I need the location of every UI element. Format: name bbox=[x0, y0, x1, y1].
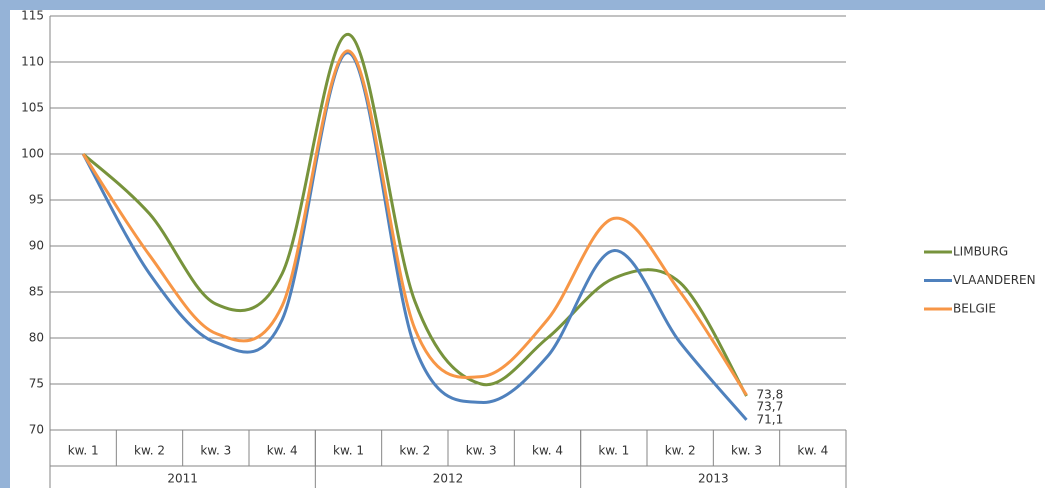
series-line bbox=[81, 51, 748, 421]
y-tick-label: 90 bbox=[29, 239, 44, 253]
legend-label: BELGIE bbox=[953, 302, 996, 316]
x-tick-label: kw. 1 bbox=[598, 444, 629, 458]
y-tick-label: 115 bbox=[21, 9, 44, 23]
y-tick-label: 110 bbox=[21, 55, 44, 69]
x-tick-label: kw. 2 bbox=[399, 444, 430, 458]
series-line bbox=[81, 49, 748, 396]
series-line bbox=[82, 32, 748, 397]
x-tick-label: kw. 2 bbox=[134, 444, 165, 458]
data-label: 71,1 bbox=[757, 412, 784, 426]
y-tick-label: 75 bbox=[29, 377, 44, 391]
chart-area bbox=[10, 10, 1045, 488]
legend-label: LIMBURG bbox=[953, 245, 1008, 259]
y-tick-label: 100 bbox=[21, 147, 44, 161]
data-label: 73,7 bbox=[757, 400, 784, 414]
year-label: 2013 bbox=[698, 472, 729, 486]
y-tick-label: 80 bbox=[29, 331, 44, 345]
x-tick-label: kw. 1 bbox=[333, 444, 364, 458]
legend-label: VLAANDEREN bbox=[953, 273, 1036, 287]
y-tick-label: 95 bbox=[29, 193, 44, 207]
x-tick-label: kw. 4 bbox=[267, 444, 298, 458]
y-tick-label: 70 bbox=[29, 423, 44, 437]
x-tick-label: kw. 4 bbox=[797, 444, 828, 458]
x-tick-label: kw. 1 bbox=[68, 444, 99, 458]
y-tick-label: 105 bbox=[21, 101, 44, 115]
x-tick-label: kw. 3 bbox=[200, 444, 231, 458]
data-label: 73,8 bbox=[757, 388, 784, 402]
x-tick-label: kw. 3 bbox=[731, 444, 762, 458]
x-tick-label: kw. 2 bbox=[665, 444, 696, 458]
year-label: 2011 bbox=[167, 472, 198, 486]
year-label: 2012 bbox=[433, 472, 464, 486]
y-tick-label: 85 bbox=[29, 285, 44, 299]
x-tick-label: kw. 4 bbox=[532, 444, 563, 458]
x-tick-label: kw. 3 bbox=[466, 444, 497, 458]
